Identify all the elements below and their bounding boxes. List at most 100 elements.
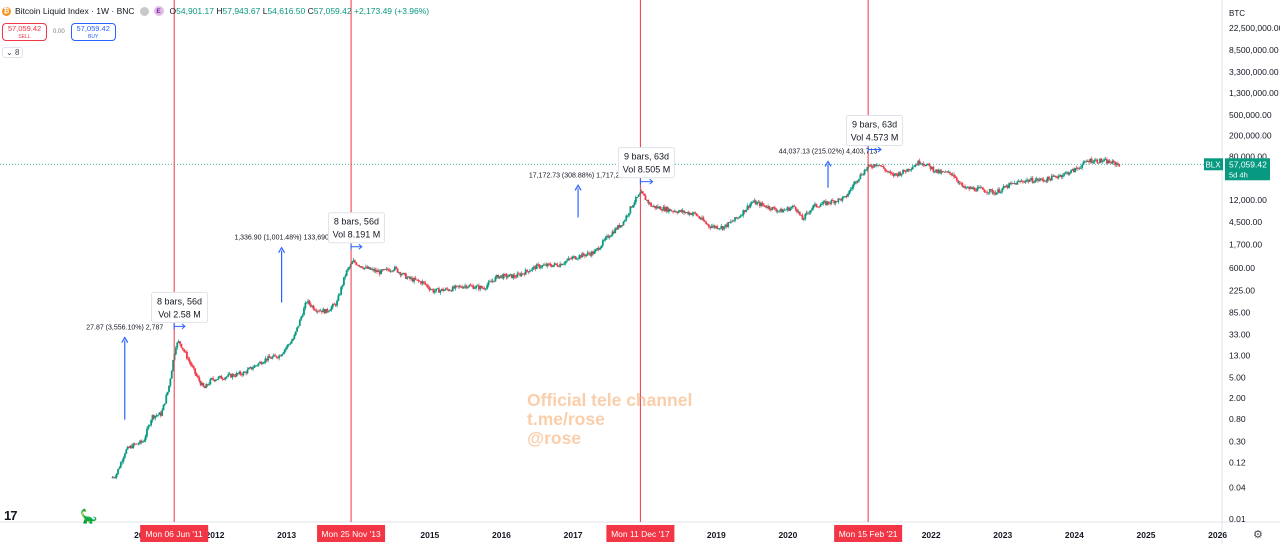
candle-body (242, 372, 245, 376)
gear-icon[interactable]: ⚙ (1253, 529, 1263, 541)
candle-body (331, 303, 334, 307)
candle-body (270, 357, 272, 359)
candle-body (791, 205, 794, 208)
candle-body (812, 204, 815, 209)
candle-body (538, 264, 541, 268)
candle-body (343, 277, 345, 286)
candle-body (261, 363, 264, 365)
candle-body (297, 325, 300, 328)
sell-button[interactable]: 57,059.42 SELL (2, 23, 47, 41)
candle-body (404, 273, 407, 279)
candle-body (524, 269, 527, 275)
candle-body (592, 251, 595, 254)
candle-body (561, 264, 564, 266)
candle-body (307, 300, 309, 303)
candle-body (727, 222, 730, 227)
candle-body (425, 284, 428, 286)
candle-body (533, 266, 535, 268)
candle-body (1078, 167, 1081, 169)
event-date-bg (317, 525, 386, 542)
candle-body (830, 200, 833, 204)
candle-body (776, 210, 779, 212)
candle-body (140, 440, 143, 443)
candle-body (468, 285, 471, 288)
candle-body (753, 200, 756, 203)
candle-body (235, 373, 238, 377)
candle-body (275, 355, 278, 358)
candle-body (163, 403, 166, 405)
candle-body (308, 300, 311, 305)
candle-body (433, 291, 436, 293)
candle-body (864, 169, 867, 171)
candle-body (710, 226, 713, 228)
candle-body (1045, 180, 1048, 182)
candle-body (982, 187, 984, 190)
candle-body (1057, 176, 1060, 178)
candle-body (320, 310, 323, 313)
candle-body (252, 367, 254, 370)
candle-body (296, 327, 298, 332)
measure-arrow-head (121, 336, 129, 343)
candle-body (362, 267, 365, 269)
candle-body (515, 276, 517, 278)
candle-body (874, 164, 877, 166)
candle-body (869, 165, 871, 166)
candle-body (151, 415, 154, 421)
tradingview-logo-icon[interactable]: 17 (4, 508, 18, 523)
candle-body (352, 260, 355, 263)
candle-body (958, 182, 961, 184)
earnings-badge[interactable]: E (153, 6, 164, 16)
candle-body (498, 276, 501, 279)
candle-body (387, 268, 389, 271)
candle-body (265, 358, 268, 361)
candle-body (568, 258, 571, 260)
candle-body (657, 206, 659, 209)
candle-body (977, 187, 980, 188)
y-tick-label: 4,500.00 (1229, 217, 1262, 227)
candle-body (472, 285, 475, 289)
candle-body (836, 201, 838, 202)
candle-body (1013, 183, 1016, 184)
candle-body (924, 164, 926, 166)
candle-body (177, 341, 180, 343)
candle-body (1027, 179, 1030, 182)
candle-body (1077, 167, 1079, 169)
candle-body (991, 190, 994, 194)
candle-body (212, 378, 214, 380)
indicators-collapse-button[interactable]: ⌄ 8 (2, 47, 24, 58)
candle-body (161, 410, 164, 416)
candle-body (314, 309, 316, 311)
candle-body (347, 268, 349, 271)
y-tick-label: 2.00 (1229, 393, 1246, 403)
candle-body (582, 253, 585, 256)
y-tick-label: 8,500,000.00 (1229, 45, 1279, 55)
candle-body (1004, 186, 1006, 188)
candle-body (842, 196, 845, 198)
candle-body (371, 268, 374, 270)
candle-body (789, 208, 792, 211)
candle-body (1088, 161, 1090, 163)
measure-label: 1,336.90 (1,001.48%) 133,690 (234, 235, 329, 242)
candle-body (236, 373, 239, 374)
candle-body (225, 376, 228, 378)
symbol-title[interactable]: Bitcoin Liquid Index · 1W · BNC (15, 6, 135, 16)
candle-body (516, 273, 519, 278)
candle-body (1034, 180, 1037, 183)
buy-button[interactable]: 57,059.42 BUY (70, 23, 116, 41)
candle-body (494, 277, 497, 282)
candle-body (1048, 176, 1050, 179)
event-date-label: Mon 15 Feb '21 (839, 529, 898, 539)
candle-body (188, 359, 191, 363)
candle-body (508, 274, 511, 277)
candle-body (1050, 175, 1053, 181)
symbol-tag: BLX (1205, 160, 1221, 169)
candle-body (370, 269, 373, 271)
candle-body (504, 274, 506, 275)
range-info-box (151, 291, 209, 323)
candle-body (466, 287, 469, 288)
range-bars-label: 9 bars, 63d (624, 152, 669, 162)
candle-body (882, 166, 885, 169)
y-tick-label: 1,300,000.00 (1229, 88, 1279, 98)
candle-body (214, 379, 217, 381)
